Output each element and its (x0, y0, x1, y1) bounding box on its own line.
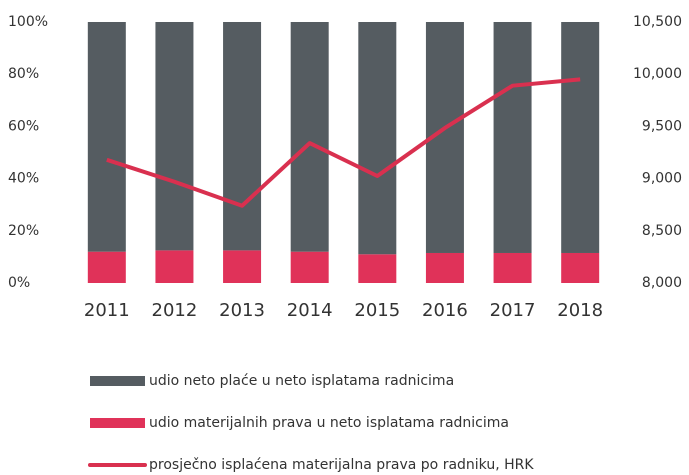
x-tick-label: 2013 (219, 300, 265, 321)
y2-tick-label: 10,500 (633, 14, 682, 30)
y-tick-label: 60% (8, 118, 39, 134)
bar-segment (290, 22, 329, 252)
y2-tick-label: 9,000 (642, 171, 682, 187)
x-tick-label: 2017 (490, 300, 536, 321)
bar-segment (87, 251, 126, 283)
x-tick-label: 2014 (287, 300, 333, 321)
bar-segment (561, 252, 600, 283)
y2-tick-label: 8,000 (642, 275, 682, 291)
legend-swatch (90, 418, 145, 428)
bar-segment (87, 22, 126, 252)
x-tick-label: 2015 (354, 300, 400, 321)
bar-segment (358, 254, 397, 283)
legend-label: udio materijalnih prava u neto isplatama… (149, 415, 509, 431)
legend-label: prosječno isplaćena materijalna prava po… (149, 457, 534, 473)
x-tick-label: 2016 (422, 300, 468, 321)
y-tick-label: 0% (8, 275, 30, 291)
y-tick-label: 100% (8, 14, 48, 30)
y2-tick-label: 8,500 (642, 223, 682, 239)
legend-swatch (90, 376, 145, 386)
y-tick-label: 80% (8, 66, 39, 82)
y-tick-label: 40% (8, 171, 39, 187)
bar-segment (290, 251, 329, 283)
x-tick-label: 2018 (557, 300, 603, 321)
line (106, 77, 581, 208)
x-tick-label: 2011 (84, 300, 130, 321)
bar-segment (155, 22, 194, 251)
y-tick-label: 20% (8, 223, 39, 239)
bar-segment (155, 250, 194, 283)
y2-tick-label: 10,000 (633, 66, 682, 82)
legend-label: udio neto plaće u neto isplatama radnici… (149, 373, 454, 389)
bar-segment (358, 22, 397, 255)
bar-segment (425, 252, 464, 283)
bar-segment (561, 22, 600, 253)
bar-segment (223, 250, 262, 283)
bar-segment (223, 22, 262, 251)
x-tick-label: 2012 (152, 300, 198, 321)
y2-tick-label: 9,500 (642, 118, 682, 134)
bar-segment (493, 252, 532, 283)
bar-segment (493, 22, 532, 253)
